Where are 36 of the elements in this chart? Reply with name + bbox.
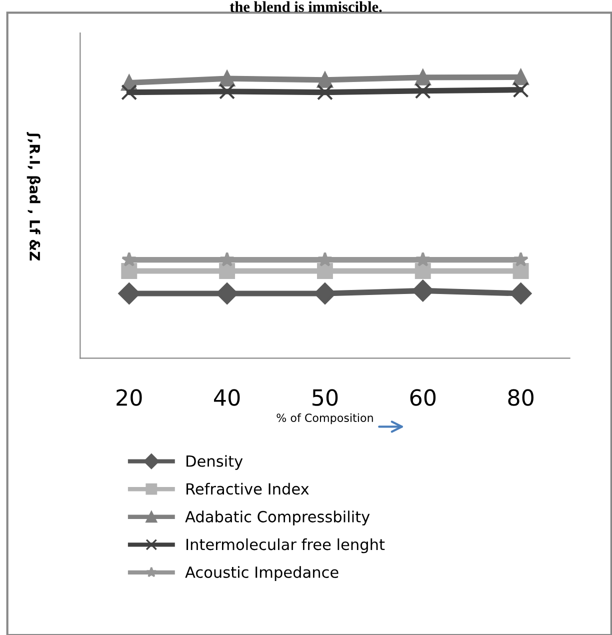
x-tick-label: 60 bbox=[410, 389, 436, 406]
point bbox=[316, 263, 333, 280]
point bbox=[314, 282, 336, 304]
point bbox=[316, 72, 333, 88]
chart-title: the blend is immiscible. bbox=[230, 1, 382, 12]
point bbox=[219, 263, 236, 280]
legend-label: Acoustic Impedance bbox=[185, 566, 338, 581]
point bbox=[317, 252, 333, 266]
point bbox=[216, 282, 238, 304]
y-axis-title: ʃ,R.I, βad , Lf &Z bbox=[26, 132, 41, 261]
point bbox=[512, 69, 529, 86]
point bbox=[512, 263, 529, 280]
point bbox=[118, 282, 140, 304]
x-axis-title: % of Composition bbox=[276, 413, 373, 424]
legend-label: Refractive Index bbox=[186, 482, 309, 495]
point bbox=[219, 70, 236, 87]
point bbox=[121, 84, 138, 100]
legend-label: Adabatic Compressbility bbox=[185, 510, 370, 526]
point bbox=[414, 263, 431, 280]
point bbox=[219, 252, 235, 266]
point bbox=[414, 82, 431, 99]
point bbox=[219, 83, 236, 100]
point bbox=[412, 280, 434, 302]
point bbox=[316, 84, 333, 100]
legend-label: Density bbox=[186, 455, 243, 470]
x-tick-label: 50 bbox=[312, 389, 338, 406]
point bbox=[121, 263, 138, 280]
point bbox=[512, 82, 529, 98]
point bbox=[415, 252, 431, 266]
x-tick-label: 40 bbox=[214, 389, 240, 406]
legend-label: Intermolecular free lenght bbox=[186, 538, 385, 554]
point bbox=[513, 252, 528, 266]
x-tick-label: 80 bbox=[508, 389, 534, 406]
x-tick-label: 20 bbox=[116, 389, 142, 406]
point bbox=[121, 252, 137, 266]
point bbox=[414, 69, 431, 86]
